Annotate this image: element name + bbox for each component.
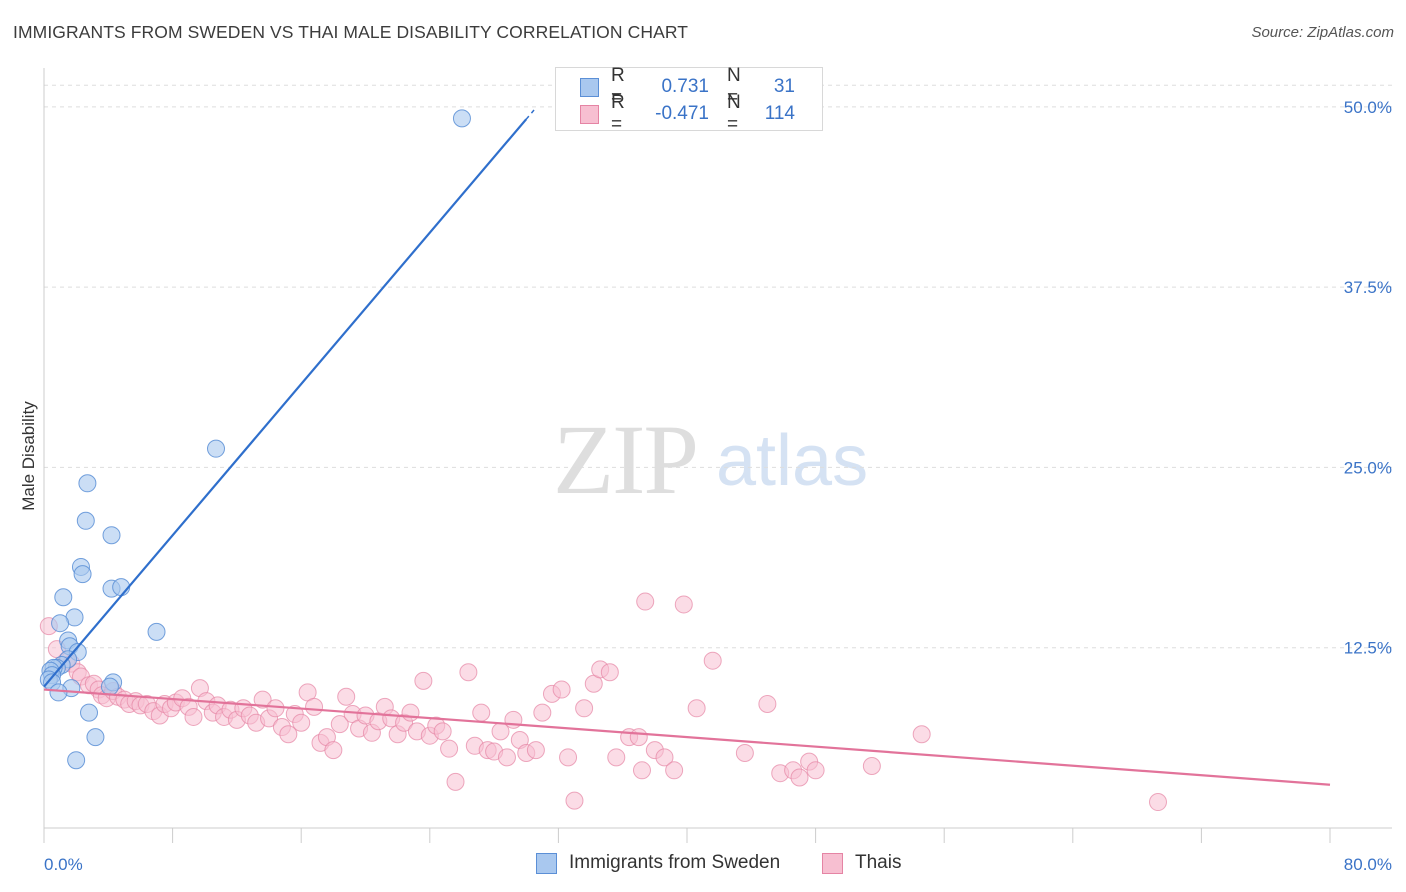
data-point-thais [758, 694, 777, 713]
data-point-sweden [147, 622, 166, 641]
trend-line-thais [43, 688, 1331, 786]
legend-n-value: 114 [764, 103, 795, 124]
chart-title: IMMIGRANTS FROM SWEDEN VS THAI MALE DISA… [13, 22, 689, 42]
data-point-thais [330, 715, 349, 734]
data-point-thais [735, 744, 754, 762]
legend-r-value: -0.471 [655, 103, 709, 124]
correlation-legend: R = 0.731 N = 31 R = -0.471 N = 114 [555, 65, 823, 135]
data-point-sweden [102, 526, 121, 545]
x-tick-label: 0.0% [44, 855, 83, 874]
data-point-thais [472, 703, 491, 722]
legend-r-label: R = [611, 65, 625, 108]
data-point-thais [533, 703, 552, 722]
legend-swatch-thais [580, 104, 599, 124]
legend-row-thais: R = -0.471 N = 114 [580, 92, 795, 135]
legend-n-label: N = [727, 65, 741, 108]
data-point-thais [559, 748, 578, 767]
grid-lines [44, 84, 1392, 649]
data-point-thais [292, 713, 311, 732]
data-point-thais [636, 592, 655, 611]
y-tick-label: 25.0% [1344, 458, 1392, 477]
data-point-sweden [452, 109, 471, 128]
data-point-thais [629, 728, 648, 747]
thais-points [39, 592, 1167, 812]
data-point-thais [790, 768, 809, 787]
data-point-thais [655, 748, 674, 767]
source-label: Source: ZipAtlas.com [1251, 24, 1394, 41]
tick-labels: 12.5% 25.0% 37.5% 50.0% 0.0% 80.0% [44, 98, 1392, 874]
data-point-thais [305, 697, 324, 716]
data-point-thais [446, 772, 465, 791]
data-point-thais [552, 680, 571, 699]
trend-lines [43, 109, 1331, 786]
legend-row-sweden: R = 0.731 N = 31 [580, 65, 795, 108]
data-point-thais [324, 741, 343, 760]
series-legend: Immigrants from Sweden Thais [0, 852, 1406, 878]
data-point-sweden [67, 751, 86, 770]
legend-swatch-sweden [536, 852, 557, 874]
data-point-thais [526, 741, 545, 760]
legend-r-value: 0.731 [661, 76, 709, 97]
trend-line-sweden [43, 118, 528, 688]
data-point-thais [1148, 793, 1167, 812]
data-point-thais [912, 725, 931, 744]
data-point-thais [337, 687, 356, 706]
data-point-thais [440, 739, 459, 758]
data-point-sweden [76, 511, 95, 530]
trend-line-sweden-extension [525, 109, 535, 120]
y-axis-label: Male Disability [19, 401, 38, 511]
legend-n-value: 31 [773, 76, 795, 97]
data-point-sweden [207, 439, 226, 458]
y-tick-label: 50.0% [1344, 98, 1392, 117]
data-point-thais [266, 699, 285, 718]
legend-item-sweden[interactable]: Immigrants from Sweden [536, 852, 780, 874]
data-point-sweden [80, 703, 99, 722]
data-point-thais [565, 791, 584, 810]
data-point-sweden [112, 578, 131, 597]
legend-r-label: R = [611, 92, 625, 135]
data-point-thais [184, 707, 203, 726]
legend-item-thais[interactable]: Thais [822, 852, 901, 874]
data-point-sweden [49, 683, 68, 702]
data-point-thais [279, 725, 298, 744]
data-point-thais [433, 722, 452, 741]
y-tick-label: 37.5% [1344, 278, 1392, 297]
watermark-atlas: atlas [716, 421, 869, 501]
y-tick-label: 12.5% [1344, 639, 1392, 658]
legend-swatch-sweden [580, 77, 599, 97]
data-point-sweden [86, 728, 105, 747]
legend-n-label: N = [727, 92, 741, 135]
data-point-thais [703, 651, 722, 670]
data-point-thais [607, 748, 626, 767]
data-point-sweden [78, 474, 97, 493]
data-point-thais [674, 595, 693, 614]
data-point-thais [401, 703, 420, 722]
legend-label-thais: Thais [855, 852, 902, 873]
data-point-thais [414, 671, 433, 690]
data-point-sweden [54, 588, 73, 607]
data-point-thais [600, 663, 619, 682]
watermark-zip: ZIP [553, 404, 699, 515]
data-point-thais [806, 761, 825, 780]
data-point-thais [497, 748, 516, 767]
x-tick-label: 80.0% [1344, 855, 1392, 874]
data-point-thais [665, 761, 684, 780]
data-point-thais [459, 663, 478, 682]
legend-swatch-thais [822, 852, 843, 874]
axes [43, 68, 1392, 843]
legend-label-sweden: Immigrants from Sweden [569, 852, 781, 873]
data-point-thais [632, 761, 651, 780]
data-point-sweden [100, 677, 119, 696]
data-point-thais [687, 699, 706, 718]
data-point-thais [253, 690, 272, 709]
data-point-sweden [51, 614, 70, 633]
data-point-thais [575, 699, 594, 718]
data-point-thais [862, 756, 881, 775]
data-point-sweden [73, 565, 92, 584]
